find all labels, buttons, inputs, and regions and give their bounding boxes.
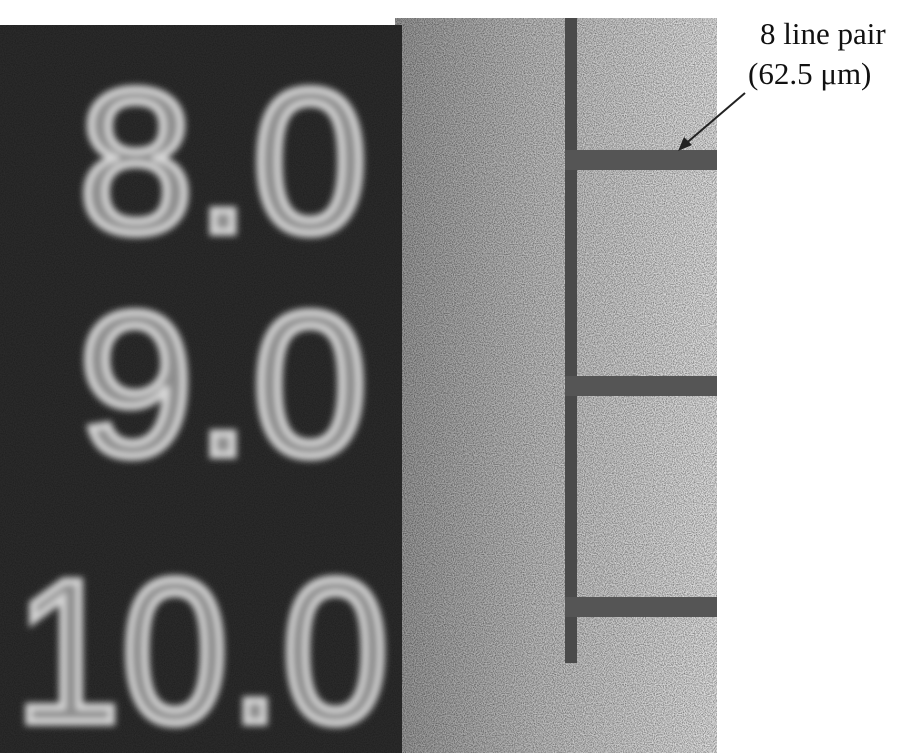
- page: 8.0 9.0 10.0 8 line pair (62.5 μm) (() =…: [0, 0, 916, 753]
- horizontal-line: [565, 150, 717, 170]
- vertical-line: [565, 18, 577, 663]
- annotation-line: 8 line pair: [760, 16, 886, 51]
- annotation-line: (62.5 μm): [748, 56, 871, 91]
- horizontal-line: [565, 376, 717, 396]
- horizontal-line: [565, 597, 717, 617]
- scale-label: 10.0: [14, 537, 389, 753]
- scale-label: 8.0: [78, 47, 368, 276]
- scale-label: 9.0: [78, 270, 368, 499]
- photo: 8.0 9.0 10.0 8 line pair (62.5 μm): [0, 0, 916, 753]
